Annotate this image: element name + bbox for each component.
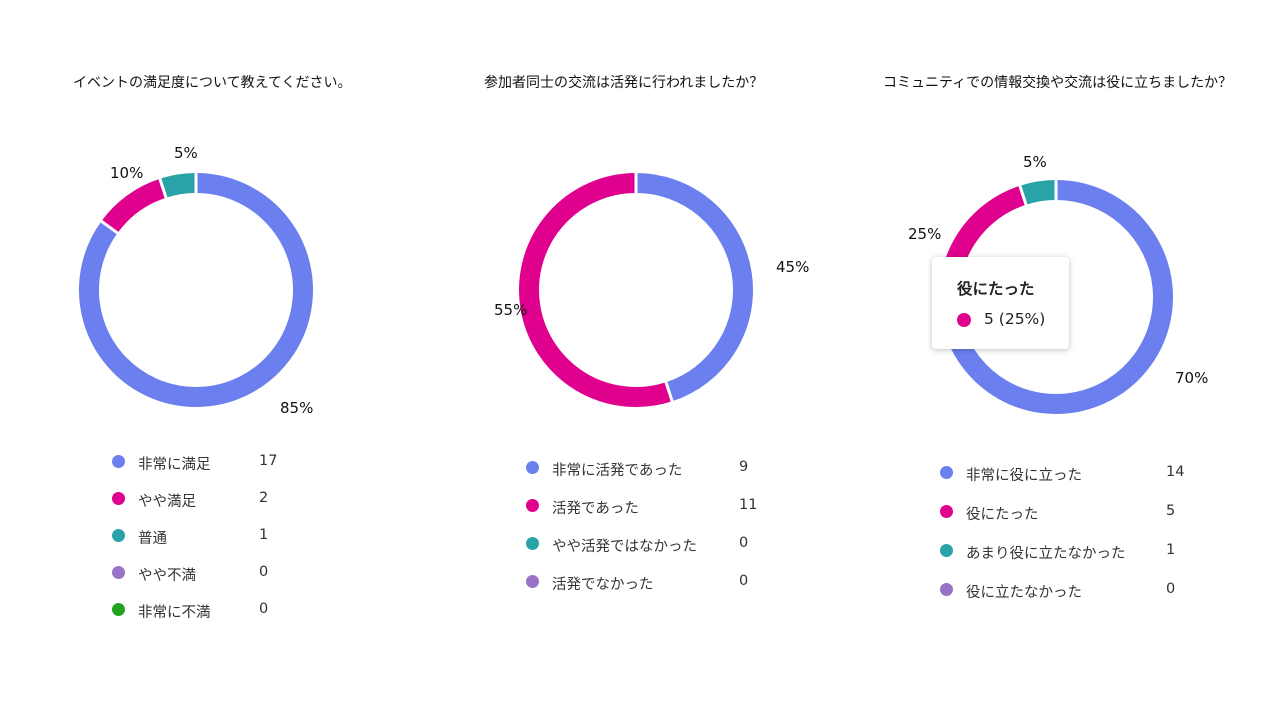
- legend-dot: [940, 505, 953, 518]
- legend-dot: [526, 575, 539, 588]
- percent-label: 55%: [494, 301, 527, 319]
- legend-value: 11: [739, 497, 758, 513]
- legend-dot: [940, 544, 953, 557]
- legend-item[interactable]: やや不満 0: [112, 564, 312, 601]
- tooltip: 役にたった 5 (25%): [932, 257, 1069, 349]
- legend-label: 非常に活発であった: [552, 463, 683, 479]
- legend-dot: [940, 583, 953, 596]
- legend-dot: [112, 529, 125, 542]
- legend-value: 0: [739, 573, 749, 589]
- legend-item[interactable]: 非常に満足 17: [112, 453, 312, 490]
- donut-chart[interactable]: 45% 55%: [494, 150, 809, 430]
- legend-label: やや満足: [138, 494, 196, 510]
- legend-item[interactable]: 役にたった 5: [940, 503, 1200, 542]
- donut-segment[interactable]: [1019, 180, 1057, 205]
- donut-segment[interactable]: [79, 173, 313, 407]
- legend-value: 5: [1166, 503, 1176, 519]
- percent-label: 5%: [174, 144, 198, 162]
- legend-value: 14: [1166, 464, 1185, 480]
- chart-panel-interaction: 参加者同士の交流は活発に行われましたか？ 45% 55% 非常に活発であった 9 …: [420, 0, 850, 720]
- legend-label: 非常に不満: [138, 605, 211, 621]
- legend-item[interactable]: 非常に不満 0: [112, 601, 312, 638]
- legend-dot: [526, 499, 539, 512]
- chart-title: コミュニティでの情報交換や交流は役に立ちましたか？: [883, 75, 1233, 91]
- legend-item[interactable]: 非常に活発であった 9: [526, 459, 766, 497]
- legend-value: 0: [1166, 581, 1176, 597]
- donut-chart[interactable]: 85% 10% 5%: [56, 144, 336, 430]
- legend-dot: [940, 466, 953, 479]
- tooltip-dot: [957, 313, 971, 327]
- percent-label: 5%: [1023, 153, 1047, 171]
- chart-title: イベントの満足度について教えてください。: [73, 75, 352, 91]
- legend-label: 役にたった: [966, 507, 1039, 523]
- percent-label: 45%: [776, 258, 809, 276]
- segment-separator: [1018, 184, 1028, 207]
- legend-value: 0: [739, 535, 749, 551]
- percent-label: 10%: [110, 164, 143, 182]
- legend-label: あまり役に立たなかった: [966, 546, 1126, 562]
- legend: 非常に満足 17 やや満足 2 普通 1 やや不満 0 非常に不満 0: [112, 453, 312, 638]
- legend-item[interactable]: やや満足 2: [112, 490, 312, 527]
- legend: 非常に活発であった 9 活発であった 11 やや活発ではなかった 0 活発でなか…: [526, 459, 766, 611]
- legend-label: 活発であった: [552, 501, 639, 517]
- chart-panel-satisfaction: イベントの満足度について教えてください。 85% 10% 5% 非常に満足 17 や…: [0, 0, 420, 720]
- legend-value: 1: [259, 527, 269, 543]
- donut-segment[interactable]: [101, 178, 167, 234]
- legend-item[interactable]: 活発であった 11: [526, 497, 766, 535]
- legend-value: 1: [1166, 542, 1176, 558]
- donut-segment[interactable]: [944, 180, 1173, 414]
- legend-dot: [112, 566, 125, 579]
- legend-label: 普通: [138, 531, 167, 547]
- donut-segment[interactable]: [635, 173, 753, 402]
- legend-value: 9: [739, 459, 749, 475]
- chart-panel-usefulness: コミュニティでの情報交換や交流は役に立ちましたか？ 70% 25% 5% 役にたった…: [850, 0, 1280, 720]
- legend-dot: [526, 461, 539, 474]
- legend-label: 非常に役に立った: [966, 468, 1082, 484]
- donut-chart[interactable]: 70% 25% 5%: [908, 153, 1208, 437]
- legend-item[interactable]: 普通 1: [112, 527, 312, 564]
- legend-label: 非常に満足: [138, 457, 211, 473]
- tooltip-value: 5 (25%): [984, 310, 1046, 328]
- legend-item[interactable]: 非常に役に立った 14: [940, 464, 1200, 503]
- legend-item[interactable]: 活発でなかった 0: [526, 573, 766, 611]
- segment-separator: [158, 177, 168, 200]
- legend-label: 活発でなかった: [552, 577, 654, 593]
- legend-label: やや不満: [138, 568, 196, 584]
- legend: 非常に役に立った 14 役にたった 5 あまり役に立たなかった 1 役に立たなか…: [940, 464, 1200, 620]
- percent-label: 70%: [1175, 369, 1208, 387]
- legend-dot: [112, 492, 125, 505]
- segment-separator: [99, 219, 120, 235]
- legend-dot: [112, 455, 125, 468]
- legend-item[interactable]: やや活発ではなかった 0: [526, 535, 766, 573]
- legend-value: 0: [259, 601, 269, 617]
- donut-segment[interactable]: [159, 173, 197, 198]
- legend-label: 役に立たなかった: [966, 585, 1082, 601]
- legend-value: 17: [259, 453, 278, 469]
- legend-value: 0: [259, 564, 269, 580]
- chart-title: 参加者同士の交流は活発に行われましたか？: [484, 75, 764, 91]
- legend-item[interactable]: 役に立たなかった 0: [940, 581, 1200, 620]
- legend-value: 2: [259, 490, 269, 506]
- tooltip-title: 役にたった: [957, 280, 1035, 298]
- percent-label: 25%: [908, 225, 941, 243]
- legend-item[interactable]: あまり役に立たなかった 1: [940, 542, 1200, 581]
- percent-label: 85%: [280, 399, 313, 417]
- segment-separator: [664, 380, 674, 403]
- legend-dot: [526, 537, 539, 550]
- donut-segment[interactable]: [519, 173, 673, 407]
- legend-dot: [112, 603, 125, 616]
- legend-label: やや活発ではなかった: [552, 539, 697, 555]
